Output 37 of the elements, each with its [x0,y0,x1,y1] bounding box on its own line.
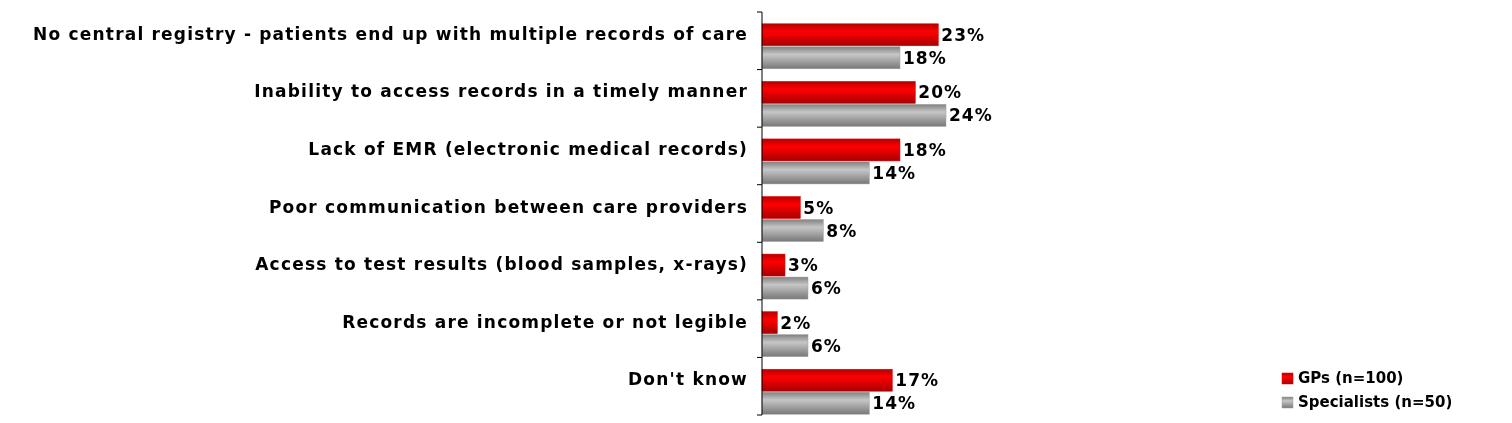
data-label: 14% [872,393,917,414]
data-label: 18% [903,139,947,160]
y-tick-label: Lack of EMR (electronic medical records) [308,138,748,159]
y-tick-label: Don't know [628,369,748,390]
bar [761,276,809,300]
bar [761,334,809,357]
data-label: 14% [872,162,917,183]
bar [761,253,786,277]
data-label: 6% [811,278,842,299]
bar [761,138,901,162]
bar [761,23,939,47]
bar [761,46,901,70]
data-label: 24% [949,105,993,126]
data-label: 5% [803,197,835,218]
y-tick-label: No central registry - patients end up with multiple records of care [33,23,748,44]
data-label: 3% [788,255,819,276]
bar [761,311,778,334]
data-label: 8% [826,220,858,241]
bar [761,219,824,242]
legend-label: GPs (n=100) [1298,369,1404,387]
y-tick-label: Poor communication between care providers [268,196,748,217]
bar [761,81,916,104]
y-tick-label: Inability to access records in a timely manner [254,81,748,102]
data-label: 2% [780,312,812,333]
y-tick-label: Records are incomplete or not legible [342,311,748,332]
data-label: 20% [918,82,963,103]
bar [761,196,801,219]
bar [761,391,870,415]
data-label: 6% [811,335,842,356]
y-tick-label: Access to test results (blood samples, x-rays) [255,254,748,275]
bar [761,104,947,127]
data-label: 23% [941,24,986,45]
bar [761,368,893,392]
bar [761,161,870,185]
data-label: 17% [895,370,940,391]
legend-label: Specialists (n=50) [1298,393,1453,411]
data-label: 18% [903,47,947,68]
